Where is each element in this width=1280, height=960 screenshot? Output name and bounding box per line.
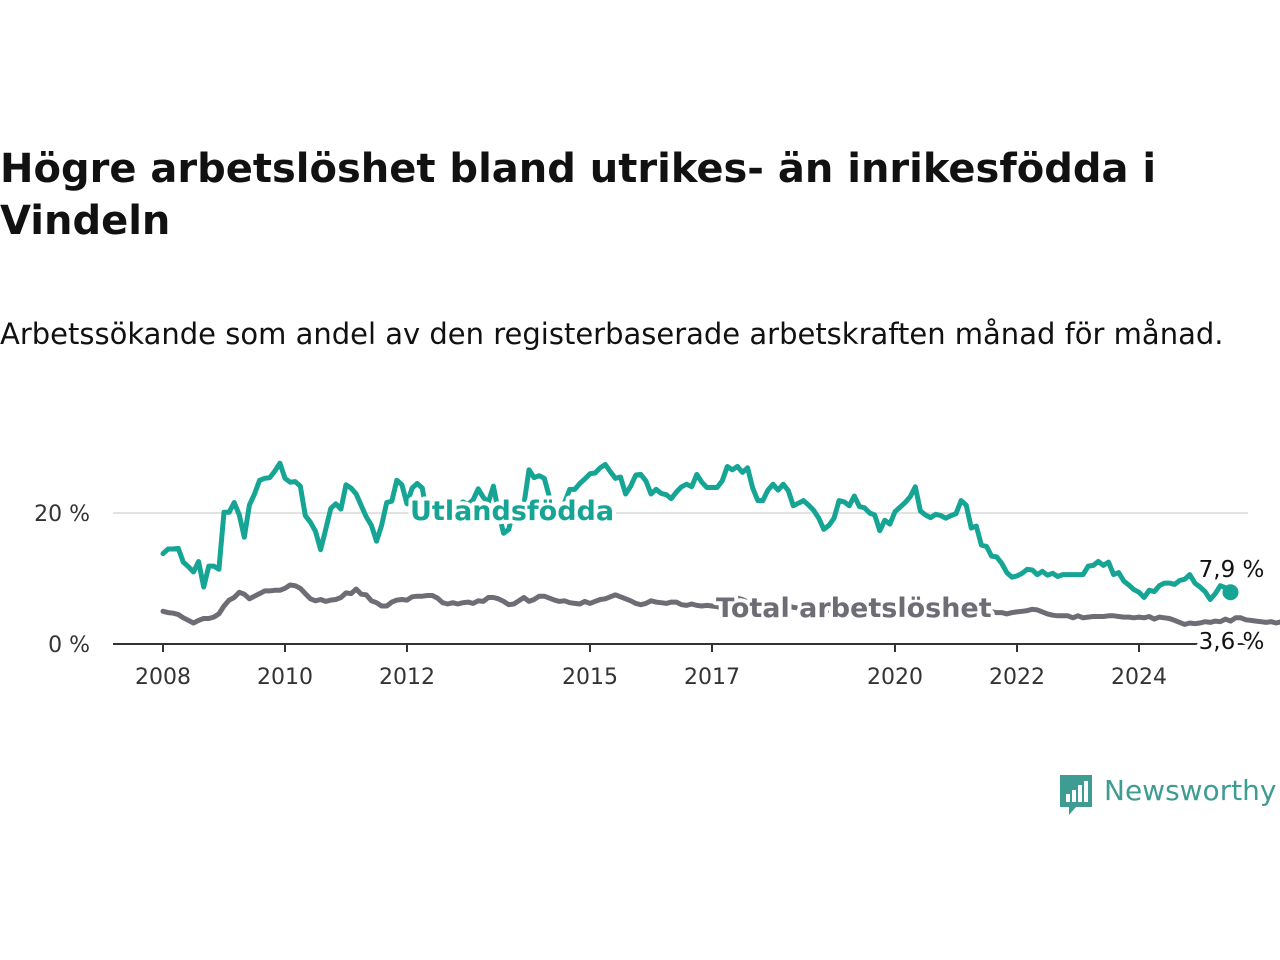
y-tick-label: 0 %: [48, 633, 90, 658]
x-tick-label: 2010: [257, 665, 313, 690]
chart-title: Högre arbetslöshet bland utrikes- än inr…: [0, 146, 1157, 244]
x-tick-label: 2012: [379, 665, 435, 690]
series-end-marker-0: [1222, 584, 1239, 601]
x-tick-label: 2015: [562, 665, 618, 690]
x-tick-label: 2022: [989, 665, 1045, 690]
series-label-total-halo: Total arbetslöshet: [716, 593, 992, 624]
axes: 0 % 20 % 2008 2010 2012 2015 2017 2020 2022 2024: [34, 502, 1248, 690]
newsworthy-logo-icon: [1060, 775, 1092, 815]
x-tick-label: 2017: [684, 665, 740, 690]
series-label-utlandsfodda: Utlandsfödda: [410, 496, 614, 527]
x-tick-label: 2020: [867, 665, 923, 690]
series-line-0: [160, 460, 1233, 602]
newsworthy-logo: Newsworthy: [1058, 773, 1277, 819]
chart-subtitle: Arbetssökande som andel av den registerb…: [0, 317, 1224, 351]
series-line-1: [160, 582, 1280, 627]
end-value-label-total: 3,6 %: [1199, 629, 1265, 655]
x-tick-label: 2008: [135, 665, 191, 690]
brand-name: Newsworthy: [1104, 774, 1277, 807]
y-tick-label: 20 %: [34, 502, 90, 527]
series-label-total: Total arbetslöshet: [716, 593, 992, 624]
x-tick-label: 2024: [1111, 665, 1167, 690]
end-value-label-utlandsfodda: 7,9 %: [1199, 557, 1265, 583]
end-value-label-total-halo: 3,6 %: [1199, 629, 1265, 655]
end-value-label-utlandsfodda-halo: 7,9 %: [1199, 557, 1265, 583]
series-label-utlandsfodda-halo: Utlandsfödda: [410, 496, 614, 527]
series-lines: [160, 460, 1280, 627]
